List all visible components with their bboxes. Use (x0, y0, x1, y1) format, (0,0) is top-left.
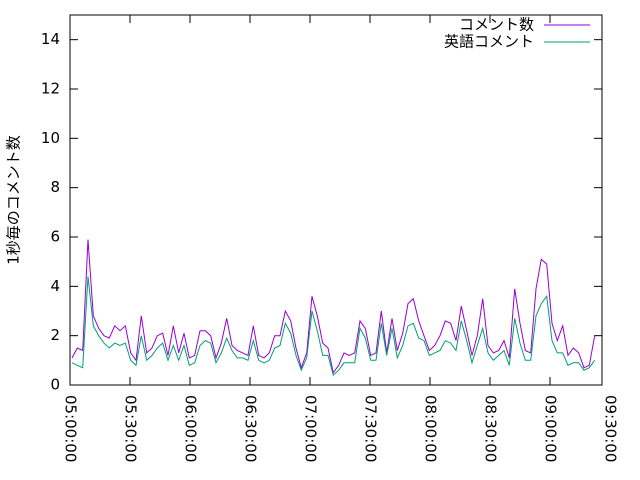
y-tick-label: 4 (50, 277, 60, 295)
legend-label: コメント数 (459, 16, 534, 34)
x-tick-label: 08:30:00 (482, 395, 500, 462)
y-tick-label: 0 (50, 376, 60, 394)
x-tick-label: 07:00:00 (302, 395, 320, 462)
x-tick-label: 05:30:00 (122, 395, 140, 462)
plot-border (69, 14, 603, 386)
x-tick-label: 06:30:00 (242, 395, 260, 462)
y-tick-label: 6 (50, 228, 60, 246)
y-tick-label: 8 (50, 178, 60, 196)
y-tick-label: 10 (41, 129, 60, 147)
series-line (71, 239, 596, 374)
y-tick-label: 2 (50, 326, 60, 344)
x-tick-label: 09:30:00 (602, 395, 620, 462)
y-axis-label: 1秒毎のコメント数 (5, 135, 23, 265)
y-tick-label: 12 (41, 80, 60, 98)
x-tick-label: 05:00:00 (62, 395, 80, 462)
y-tick-label: 14 (41, 30, 60, 48)
legend-label: 英語コメント (444, 33, 534, 51)
x-tick-label: 09:00:00 (542, 395, 560, 462)
x-tick-label: 08:00:00 (422, 395, 440, 462)
x-tick-label: 06:00:00 (182, 395, 200, 462)
x-tick-label: 07:30:00 (362, 395, 380, 462)
series-line (71, 276, 596, 377)
